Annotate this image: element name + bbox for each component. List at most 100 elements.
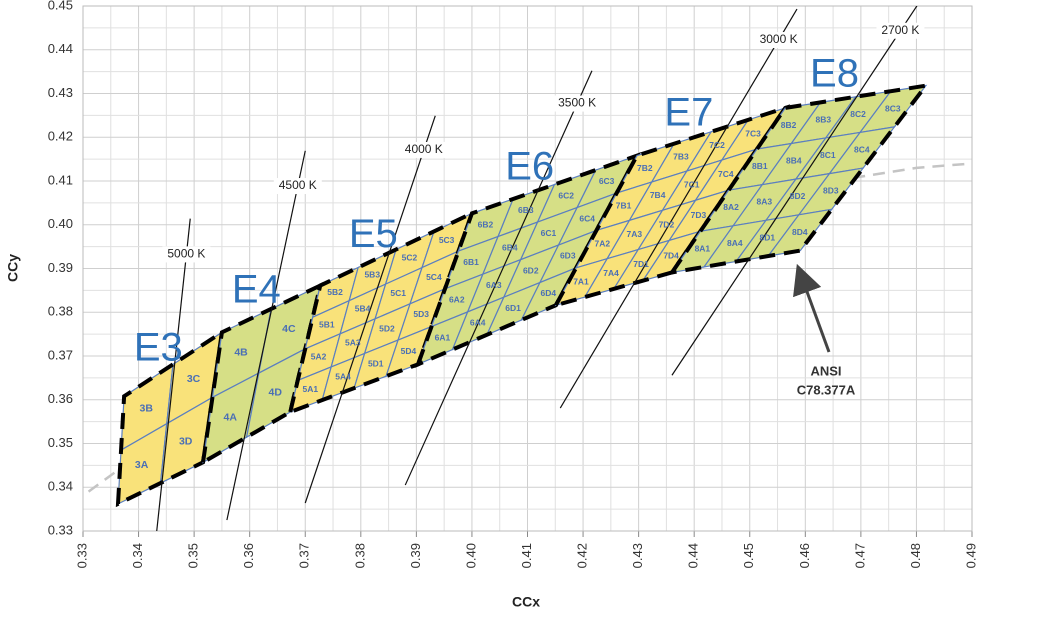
bin-label: 7D2 (659, 219, 675, 229)
y-tick-label: 0.38 (48, 304, 73, 319)
bin-label: 7B1 (616, 201, 632, 211)
bin-label: 6D1 (505, 303, 521, 313)
region-label: E4 (232, 268, 281, 312)
bin-label: 8C1 (820, 150, 836, 160)
bin-label: 5C2 (402, 252, 418, 262)
region-outline (287, 209, 476, 416)
bin-label: 6A3 (486, 280, 502, 290)
isotherm-line (404, 70, 593, 486)
region-label: E8 (810, 52, 859, 96)
bin-label: 3B (140, 402, 154, 414)
bin-label: 4A (224, 411, 238, 423)
x-tick-label: 0.42 (575, 543, 590, 568)
x-tick-label: 0.43 (630, 543, 645, 568)
isotherm-label-bg (162, 246, 211, 263)
bin-label: 6B4 (502, 242, 518, 252)
region-label: E6 (505, 145, 554, 189)
isotherm-label-bg (273, 178, 322, 195)
x-axis-title: CCx (512, 594, 540, 610)
x-tick-label: 0.33 (74, 543, 89, 568)
bin-label: 7B3 (673, 151, 689, 161)
bin-label: 8A4 (727, 238, 743, 248)
bin-label: 5D1 (368, 359, 384, 369)
bin-label: 8A3 (757, 197, 773, 207)
bin-label: 8A2 (723, 202, 739, 212)
region-outline (115, 328, 225, 508)
bin-label: 7C1 (684, 180, 700, 190)
bin-label: 7D4 (663, 250, 679, 260)
bin-label: 5A2 (311, 352, 327, 362)
x-tick-label: 0.40 (463, 543, 478, 568)
bin-label: 8D2 (790, 191, 806, 201)
isotherms: 5000 K 4500 K 4000 K 3500 K 3000 K 2700 K (156, 6, 925, 531)
bin-label: 7C4 (718, 169, 734, 179)
bin-label: 4C (282, 323, 296, 335)
region-label: E7 (664, 90, 713, 134)
isotherm-line (304, 115, 436, 504)
bin-label: 8D1 (760, 232, 776, 242)
isotherm-label: 4500 K (279, 178, 317, 192)
labels: 0.33 0.34 0.35 0.36 0.37 0.38 0.39 0.40 0.41 0.42… (48, 0, 979, 568)
isotherm-label-bg (876, 22, 925, 39)
x-tick-label: 0.37 (297, 543, 312, 568)
y-tick-label: 0.34 (48, 479, 73, 494)
bin-label: 5B4 (355, 304, 371, 314)
bin-label: 6C2 (558, 190, 574, 200)
isotherm-label: 4000 K (405, 142, 443, 156)
bin-label: 7D1 (633, 259, 649, 269)
bin-label: 8C3 (885, 103, 901, 113)
bin-label: 3D (179, 435, 193, 447)
isotherm-line (226, 150, 306, 521)
bin-label: 6B3 (518, 205, 534, 215)
bin-label: 5B1 (319, 319, 335, 329)
region-label: E5 (349, 212, 398, 256)
isotherm-line (559, 8, 798, 409)
bin-label: 4B (234, 347, 248, 359)
bin-label: 6D4 (541, 288, 557, 298)
bin-label: 8B1 (752, 161, 768, 171)
y-tick-label: 0.45 (48, 0, 73, 12)
isotherm-label-bg (399, 141, 448, 158)
bin-label: 7A2 (594, 239, 610, 249)
x-tick-label: 0.46 (797, 543, 812, 568)
x-tick-label: 0.45 (741, 543, 756, 568)
x-tick-label: 0.44 (686, 543, 701, 568)
bin-label: 3C (187, 373, 201, 385)
bin-label: 6B2 (478, 219, 494, 229)
bin-label: 8B4 (786, 156, 802, 166)
isotherm-label: 3000 K (760, 32, 798, 46)
annotation-text: C78.377A (797, 382, 856, 397)
bin-label: 6D2 (523, 265, 539, 275)
isotherm-label-bg (754, 32, 803, 49)
annotation-text: ANSI (810, 363, 841, 378)
y-tick-label: 0.39 (48, 260, 73, 275)
x-tick-label: 0.49 (963, 543, 978, 568)
bin-label: 7C2 (709, 140, 725, 150)
x-tick-label: 0.34 (130, 543, 145, 568)
x-tick-label: 0.48 (908, 543, 923, 568)
y-tick-label: 0.44 (48, 41, 73, 56)
bin-label: 5B3 (364, 270, 380, 280)
bin-label: 5C1 (390, 288, 406, 298)
bin-label: 6A2 (449, 295, 465, 305)
bin-label: 7A1 (573, 276, 589, 286)
bin-label: 5D2 (379, 323, 395, 333)
bin-label: 7A3 (627, 229, 643, 239)
isotherm-label: 5000 K (167, 247, 205, 261)
bin-label: 7B4 (650, 190, 666, 200)
y-tick-label: 0.42 (48, 129, 73, 144)
bin-label: 5C4 (426, 272, 442, 282)
y-tick-label: 0.33 (48, 522, 73, 537)
x-tick-label: 0.35 (186, 543, 201, 568)
bin-label: 5D4 (401, 346, 417, 356)
x-tick-label: 0.38 (352, 543, 367, 568)
bin-label: 5A4 (335, 371, 351, 381)
y-tick-label: 0.41 (48, 172, 73, 187)
y-axis-title: CCy (5, 254, 21, 282)
bin-label: 7A4 (603, 268, 619, 278)
isotherm-label: 3500 K (558, 96, 596, 110)
bin-label: 7B2 (637, 163, 653, 173)
bin-label: 6A4 (470, 318, 486, 328)
bin-label: 8C4 (854, 144, 870, 154)
